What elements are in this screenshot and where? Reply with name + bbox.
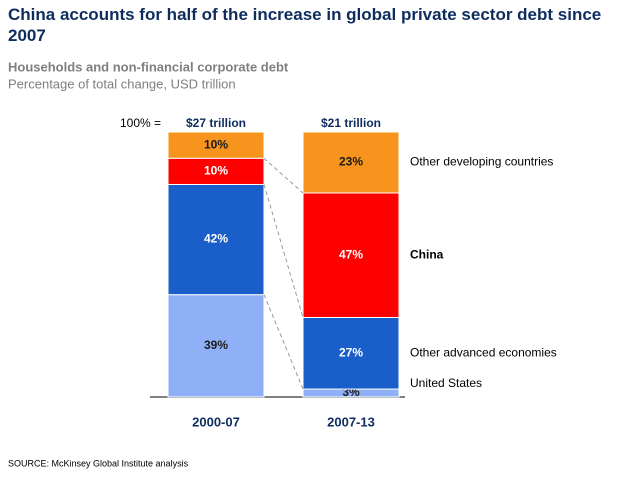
bar-segment [302,192,400,318]
total-prefix: 100% = [120,116,161,130]
value-label: 27% [339,345,363,359]
subtitle: Households and non-financial corporate d… [8,59,289,74]
chart-title: China accounts for half of the increase … [8,5,602,45]
legend-label: Other advanced economies [410,345,557,359]
connector [263,157,304,194]
legend-label: China [410,247,444,261]
value-label: 10% [204,164,228,178]
x-tick-label: 2007-13 [327,414,375,429]
total-label: $27 trillion [186,116,246,130]
value-label: 23% [339,155,363,169]
title-box: China accounts for half of the increase … [8,5,602,45]
connector [263,294,304,390]
total-label: $21 trillion [321,116,381,130]
bar-segment [167,294,265,398]
value-label: 10% [204,137,228,151]
unit-note: Percentage of total change, USD trillion [8,76,236,91]
legend-label: United States [410,376,482,390]
legend-label: Other developing countries [410,155,553,169]
bar-segment [167,131,265,159]
bar-segment [167,183,265,296]
x-tick-label: 2000-07 [192,414,240,429]
value-label: 47% [339,247,363,261]
value-label: 39% [204,338,228,352]
source: SOURCE: McKinsey Global Institute analys… [8,458,189,468]
bar-segment [302,131,400,194]
value-label: 42% [204,232,228,246]
bar-segment [302,317,400,390]
connector [263,184,304,318]
